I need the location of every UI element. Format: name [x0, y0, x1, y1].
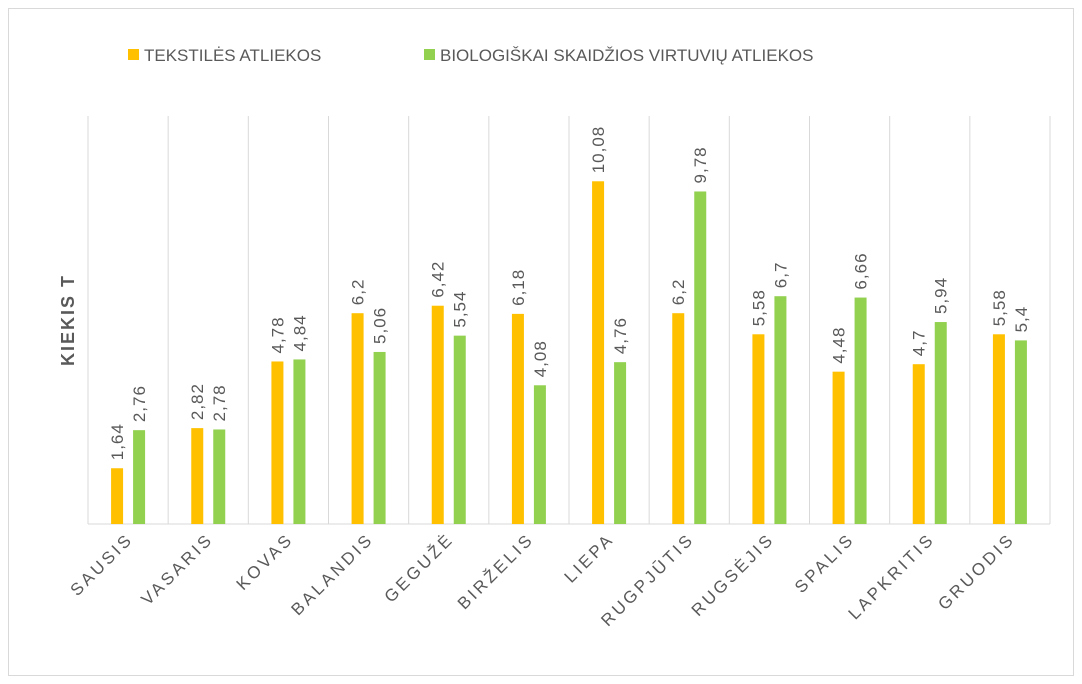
value-label: 10,08 [589, 126, 608, 174]
bar [614, 362, 627, 524]
bar [912, 364, 925, 524]
value-label: 2,82 [188, 383, 207, 420]
bar [774, 296, 787, 524]
legend-label: TEKSTILĖS ATLIEKOS [144, 46, 321, 65]
bar [592, 181, 605, 524]
value-label: 5,06 [371, 307, 390, 344]
y-axis-label: KIEKIS T [58, 274, 78, 366]
bar [133, 430, 146, 524]
value-label: 5,94 [932, 277, 951, 314]
legend-swatch [128, 49, 139, 60]
value-label: 6,18 [509, 269, 528, 306]
bar [672, 313, 685, 524]
bar [694, 191, 707, 525]
bar [351, 313, 364, 524]
bar [213, 429, 226, 524]
value-label: 5,58 [749, 289, 768, 326]
bar [431, 305, 444, 524]
value-label: 2,76 [130, 385, 149, 422]
value-label: 2,78 [210, 384, 229, 421]
value-label: 1,64 [108, 423, 127, 460]
value-label: 6,66 [852, 252, 871, 289]
value-label: 4,76 [611, 317, 630, 354]
value-label: 5,58 [990, 289, 1009, 326]
legend-label: BIOLOGIŠKAI SKAIDŽIOS VIRTUVIŲ ATLIEKOS [440, 46, 813, 65]
bar [752, 334, 765, 524]
bar [992, 334, 1005, 524]
bar [191, 428, 204, 524]
bar [453, 335, 466, 524]
bar [1014, 340, 1027, 524]
value-label: 4,08 [531, 340, 550, 377]
value-label: 5,54 [451, 291, 470, 328]
value-label: 9,78 [691, 146, 710, 183]
value-label: 6,7 [771, 262, 790, 289]
value-label: 6,2 [349, 279, 368, 306]
bar [832, 371, 845, 524]
value-label: 4,7 [910, 330, 929, 357]
bar [511, 313, 524, 524]
bar [373, 351, 386, 524]
value-label: 6,2 [669, 279, 688, 306]
value-label: 4,78 [268, 316, 287, 353]
value-label: 6,42 [429, 261, 448, 298]
bar [271, 361, 284, 524]
bar [533, 385, 546, 524]
bar [934, 322, 947, 524]
bar [854, 297, 867, 524]
chart-border [8, 8, 1074, 676]
bar [111, 468, 124, 524]
value-label: 4,48 [830, 327, 849, 364]
value-label: 4,84 [290, 314, 309, 351]
legend-swatch [424, 49, 435, 60]
bar [293, 359, 306, 524]
value-label: 5,4 [1012, 306, 1031, 333]
